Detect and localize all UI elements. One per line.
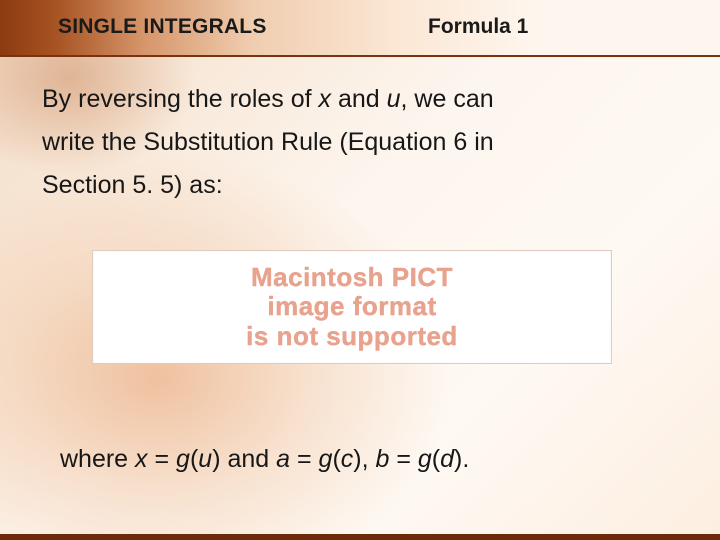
where-frag: = xyxy=(389,445,418,473)
var-b: b xyxy=(375,445,389,473)
where-frag: = xyxy=(148,445,177,473)
placeholder-line-3: is not supported xyxy=(246,321,458,351)
where-frag: ( xyxy=(332,445,340,473)
heading-left: SINGLE INTEGRALS xyxy=(58,15,267,39)
body-frag: By reversing the roles of xyxy=(42,85,319,113)
body-text: By reversing the roles of x and u, we ca… xyxy=(42,78,680,207)
var-d: d xyxy=(440,445,454,473)
var-x: x xyxy=(135,445,148,473)
image-placeholder: Macintosh PICT image format is not suppo… xyxy=(92,250,612,364)
placeholder-line-2: image format xyxy=(267,291,436,321)
where-frag: ( xyxy=(432,445,440,473)
var-u: u xyxy=(387,85,401,113)
where-line: where x = g(u) and a = g(c), b = g(d). xyxy=(60,445,469,474)
fn-g: g xyxy=(176,445,190,473)
where-frag: where xyxy=(60,445,135,473)
body-line-2: write the Substitution Rule (Equation 6 … xyxy=(42,128,494,156)
fn-g: g xyxy=(319,445,333,473)
placeholder-text: Macintosh PICT image format is not suppo… xyxy=(246,263,458,350)
slide: SINGLE INTEGRALS Formula 1 By reversing … xyxy=(0,0,720,540)
fn-g: g xyxy=(418,445,432,473)
var-c: c xyxy=(341,445,354,473)
placeholder-line-1: Macintosh PICT xyxy=(251,262,453,292)
where-frag: ). xyxy=(454,445,469,473)
body-frag: , we can xyxy=(401,85,494,113)
body-line-3: Section 5. 5) as: xyxy=(42,171,223,199)
body-frag: and xyxy=(331,85,387,113)
var-x: x xyxy=(319,85,332,113)
where-frag: ), xyxy=(353,445,375,473)
var-u: u xyxy=(198,445,212,473)
heading-right: Formula 1 xyxy=(428,15,528,39)
where-frag: = xyxy=(290,445,319,473)
var-a: a xyxy=(276,445,290,473)
where-frag: ) and xyxy=(212,445,276,473)
